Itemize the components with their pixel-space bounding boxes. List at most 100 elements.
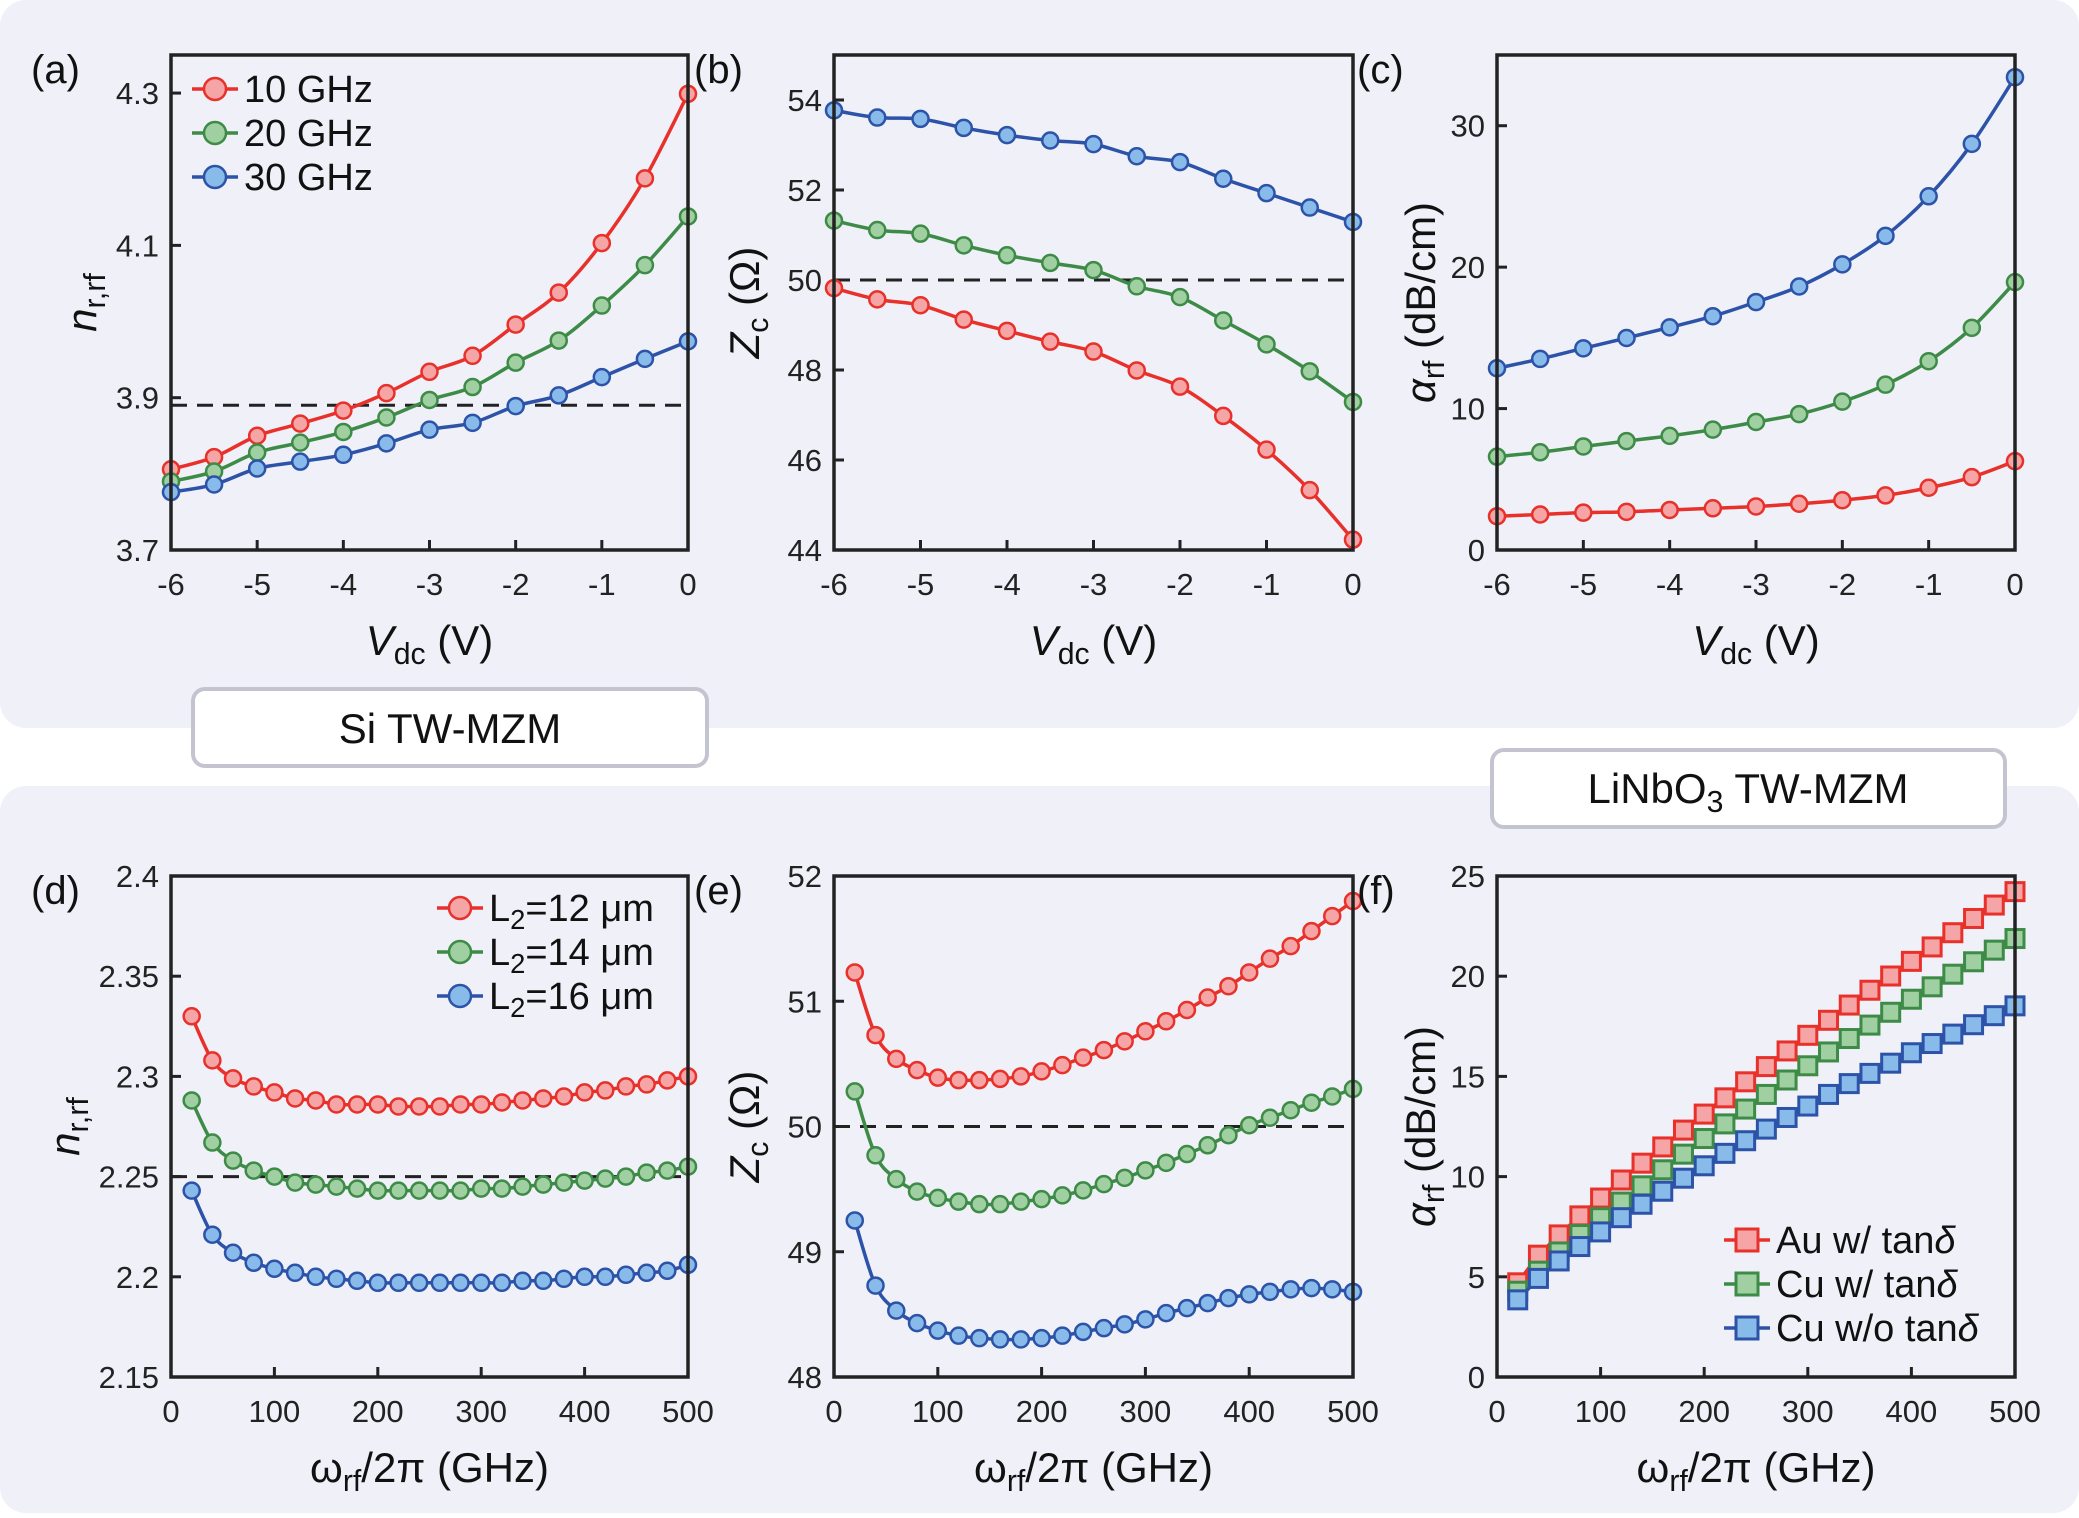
data-point [1115,1032,1134,1051]
data-point [244,1253,263,1273]
data-point [327,1177,346,1196]
data-point [1239,1115,1259,1135]
data-point [554,1173,574,1192]
subscript: r,rf [79,273,112,309]
x-axis-label: ωrf/2π (GHz) [310,1444,549,1498]
data-point [592,296,612,315]
data-point [868,220,887,240]
data-point [285,1263,305,1283]
data-point [954,310,973,329]
data-point [223,1069,243,1088]
data-point [1257,335,1276,354]
data-point [1714,1113,1736,1135]
data-point [265,1259,284,1279]
data-point [471,1273,491,1293]
y-tick-label: 54 [788,83,822,118]
series-blue [1487,67,2025,378]
data-point [447,939,473,965]
text-part: δ [1934,1220,1956,1262]
y-tick-label: 2.25 [99,1160,159,1195]
data-point [1900,950,1922,972]
data-point [1260,1108,1280,1127]
data-point [554,1087,574,1106]
data-point [911,224,930,243]
y-tick-label: 44 [788,533,822,568]
axes-frame [169,874,690,1379]
data-point [203,1133,222,1152]
x-tick-label: -2 [502,567,530,602]
subscript: 3 [1707,786,1724,819]
text-part: Z [721,331,768,359]
data-point [1962,467,1982,487]
y-tick-label: 20 [1451,250,1485,285]
legend-label: 20 GHz [244,113,373,155]
data-point [247,443,267,462]
svg-text:Si TW-MZM: Si TW-MZM [339,705,561,752]
data-point [306,1267,326,1287]
data-point [463,413,482,433]
legend-label: 30 GHz [244,157,373,199]
y-axis-label: αrf (dB/cm) [1397,1026,1451,1227]
data-point [635,169,655,188]
data-point [949,1192,968,1211]
chart-c: -6 -5 -4 -3 -2 -1 0 0 10 20 30 Vdc (V) αrf (dB/cm) (c… [1357,48,2025,671]
data-point [1136,1022,1155,1041]
legend-label: 10 GHz [244,69,373,111]
data-point [203,1225,222,1244]
linbo3-section-label: LiNbO3 TW-MZM [1490,748,2007,829]
data-point [928,1321,948,1340]
data-point [1921,1033,1943,1055]
chart-a: -6 -5 -4 -3 -2 -1 0 3.7 3.9 4.1 4.3 Vdc (V) nr,rf (a)… [31,48,698,671]
data-point [244,1077,263,1096]
data-point [1084,260,1103,280]
data-point [1177,1000,1197,1020]
data-point [1322,1280,1342,1299]
data-point [334,401,353,420]
x-tick-label: 400 [559,1394,611,1429]
data-point [463,377,482,397]
data-point [1942,963,1964,985]
data-point [334,445,353,465]
data-point [635,349,655,369]
text-part: Au w/ tan [1776,1220,1934,1262]
series-red [1507,881,2026,1294]
x-tick-label: 400 [1886,1394,1938,1429]
data-point [1032,1328,1051,1348]
text-part: TW-MZM [1723,765,1908,812]
data-point [1260,949,1280,968]
data-point [1574,437,1593,456]
data-point [1302,1093,1321,1112]
data-point [291,452,310,471]
data-point [1921,936,1943,958]
data-point [575,1267,594,1287]
data-point [1011,1067,1031,1086]
data-point [658,1261,677,1281]
data-point [182,1007,201,1026]
y-axis-label: nr,rf [58,273,112,332]
y-tick-label: 50 [788,1110,822,1145]
data-point [202,164,228,190]
y-tick-label: 10 [1451,392,1485,427]
data-point [845,963,865,982]
data-point [637,1263,656,1283]
y-tick-label: 4.3 [116,76,159,111]
data-point [1610,1207,1632,1229]
x-tick-label: 0 [679,567,696,602]
data-point [463,346,482,366]
x-tick-label: 300 [1120,1394,1172,1429]
data-point [1919,351,1938,371]
y-tick-label: 30 [1451,109,1485,144]
data-point [347,1095,367,1114]
x-tick-label: -1 [1253,567,1281,602]
y-tick-label: 2.15 [99,1360,159,1395]
data-point [334,422,353,442]
data-point [1776,1106,1798,1128]
data-point [549,283,568,302]
top-section-background [0,0,2079,728]
y-axis-label: Zc (Ω) [721,1071,775,1184]
x-tick-label: -3 [1080,567,1108,602]
bottom-section-background [0,786,2079,1513]
text-part: Cu w/o tan [1776,1308,1958,1350]
x-tick-label: -5 [1570,567,1598,602]
